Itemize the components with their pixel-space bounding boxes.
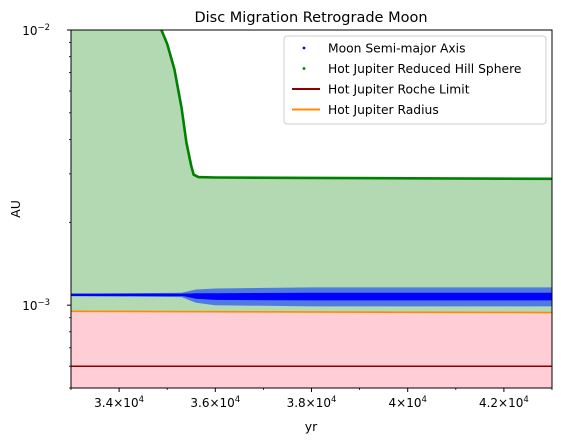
legend-label: Hot Jupiter Reduced Hill Sphere: [328, 62, 521, 76]
hill-sphere-region: [71, 30, 552, 313]
x-tick-label: 3.8×104: [287, 395, 337, 410]
legend-label: Hot Jupiter Radius: [328, 103, 439, 117]
plot-content: [71, 30, 552, 388]
x-tick-label: 4.2×104: [479, 395, 529, 410]
legend-box: [283, 35, 547, 125]
x-axis-label: yr: [305, 419, 318, 434]
x-tick-label: 3.4×104: [94, 395, 144, 410]
legend: Moon Semi-major Axis Hot Jupiter Reduced …: [283, 35, 547, 125]
y-axis-label: AU: [8, 200, 23, 218]
hill-sphere-line: [160, 30, 552, 181]
legend-label: Hot Jupiter Roche Limit: [328, 83, 470, 97]
plot-area: 3.4×104 3.6×104 3.8×104 4×104 4.2×104 10−2 10−…: [22, 23, 553, 410]
moon-semimajor-axis-line: [71, 293, 552, 298]
planet-radius-line: [71, 310, 552, 314]
planet-interior-region: [71, 311, 552, 388]
legend-marker: [302, 67, 306, 70]
y-tick-label: 10−3: [22, 298, 50, 313]
chart-title: Disc Migration Retrograde Moon: [194, 10, 427, 26]
x-tick-label: 4×104: [389, 395, 427, 410]
legend-label: Moon Semi-major Axis: [328, 42, 466, 56]
y-tick-label: 10−2: [22, 23, 50, 38]
x-tick-label: 3.6×104: [190, 395, 240, 410]
legend-marker: [302, 46, 306, 50]
